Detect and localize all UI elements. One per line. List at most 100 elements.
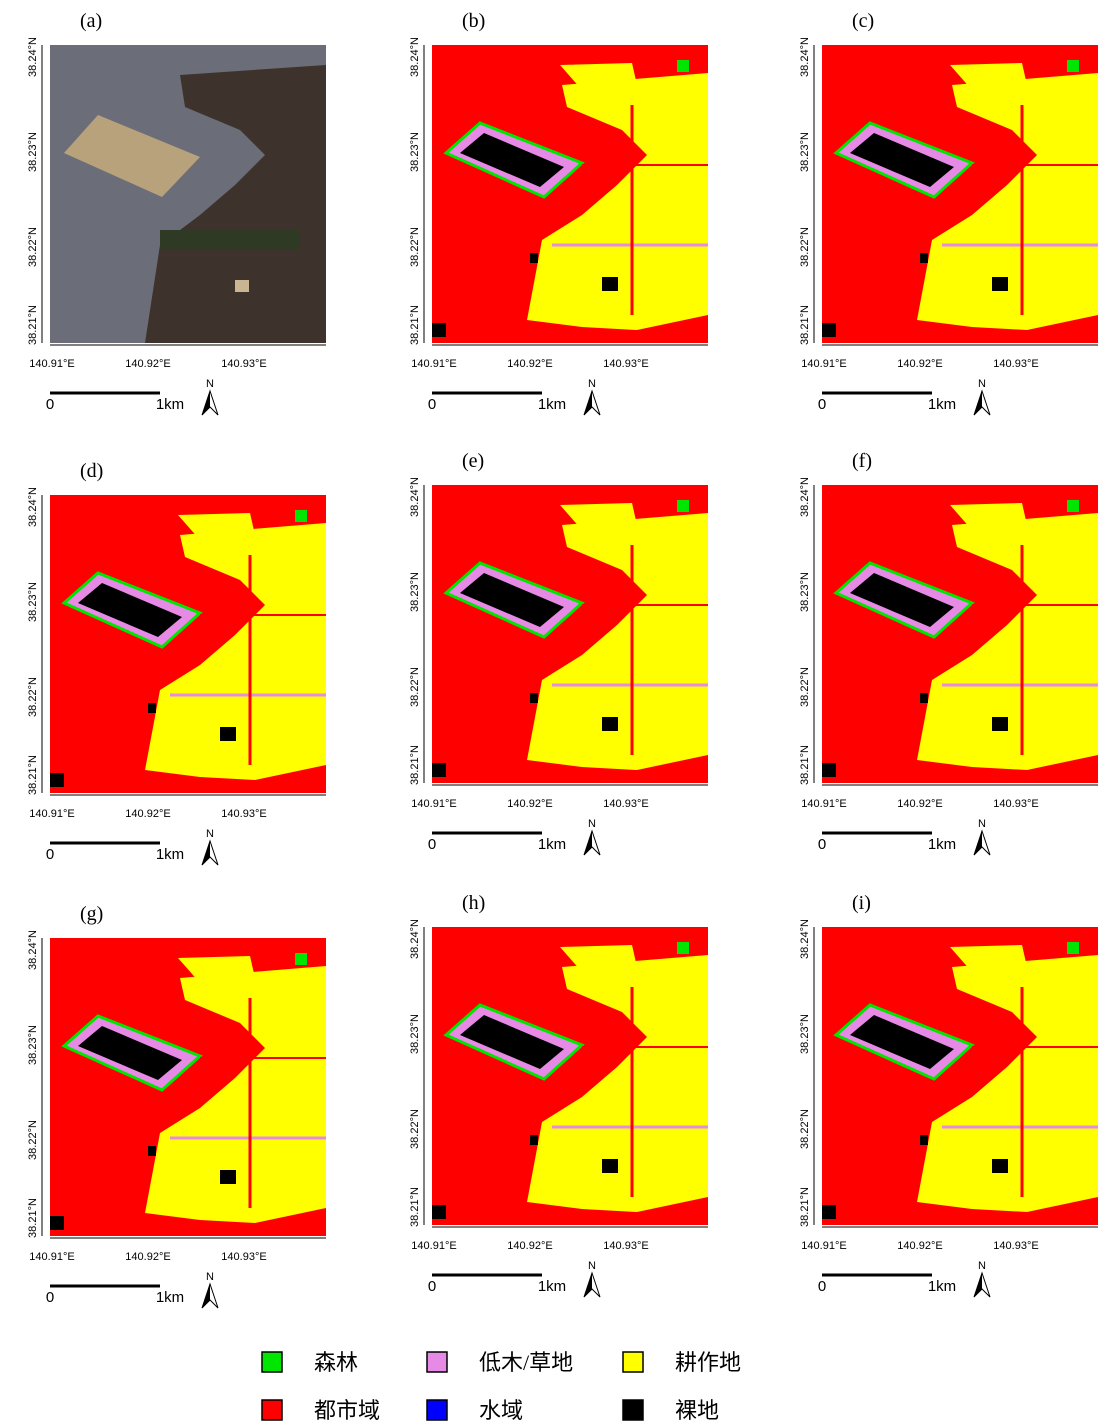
lat-tick-label: 38.21°N	[799, 745, 811, 785]
map-panel: (e) 38.21°N 38.22°N 38.23°N 38.24°N 140.91°E 1…	[409, 450, 710, 856]
north-label: N	[978, 378, 986, 390]
lon-tick-label: 140.91°E	[411, 1240, 456, 1252]
scale-start: 0	[46, 846, 54, 863]
lon-tick-label: 140.92°E	[897, 358, 942, 370]
lon-tick-label: 140.93°E	[603, 1240, 648, 1252]
lat-tick-label: 38.21°N	[27, 755, 39, 795]
lon-tick-label: 140.93°E	[993, 358, 1038, 370]
lon-tick-label: 140.93°E	[603, 358, 648, 370]
lon-tick-label: 140.93°E	[993, 1240, 1038, 1252]
scale-start: 0	[818, 396, 826, 413]
map-image	[48, 493, 328, 795]
lon-tick-label: 140.93°E	[221, 358, 266, 370]
lat-tick-label: 38.23°N	[27, 1025, 39, 1065]
panel-label: (g)	[80, 903, 103, 925]
legend-label: 水域	[479, 1398, 523, 1423]
lon-tick-label: 140.91°E	[29, 808, 74, 820]
scale-end: 1km	[538, 836, 566, 853]
map-image	[48, 936, 328, 1238]
lat-tick-label: 38.22°N	[409, 227, 421, 267]
panel-label: (i)	[852, 892, 871, 914]
scale-start: 0	[428, 396, 436, 413]
lon-tick-label: 140.91°E	[29, 358, 74, 370]
map-panel: (a) 38.21°N 38.22°N 38.23°N 38.24°N 140.91°E 1…	[27, 10, 326, 416]
north-label: N	[588, 818, 596, 830]
lat-tick-label: 38.24°N	[409, 477, 421, 517]
lat-tick-label: 38.23°N	[799, 572, 811, 612]
scale-start: 0	[46, 1289, 54, 1306]
lat-tick-label: 38.23°N	[799, 1014, 811, 1054]
scale-end: 1km	[928, 836, 956, 853]
scale-end: 1km	[538, 1278, 566, 1295]
lat-tick-label: 38.21°N	[409, 305, 421, 345]
north-label: N	[978, 1260, 986, 1272]
legend-swatch	[261, 1351, 283, 1373]
lat-tick-label: 38.23°N	[799, 132, 811, 172]
scale-end: 1km	[156, 396, 184, 413]
lat-tick-label: 38.23°N	[409, 572, 421, 612]
map-panel: (g) 38.21°N 38.22°N 38.23°N 38.24°N 140.91°E 1…	[27, 903, 328, 1309]
lon-tick-label: 140.92°E	[897, 1240, 942, 1252]
lat-tick-label: 38.23°N	[27, 582, 39, 622]
legend-swatch	[622, 1399, 644, 1421]
lat-tick-label: 38.21°N	[799, 1187, 811, 1227]
lon-tick-label: 140.93°E	[221, 808, 266, 820]
scale-start: 0	[46, 396, 54, 413]
map-image	[50, 45, 326, 343]
legend-label: 裸地	[675, 1398, 719, 1423]
map-panel: (i) 38.21°N 38.22°N 38.23°N 38.24°N 140.91°E 1…	[799, 892, 1098, 1298]
panel-label: (d)	[80, 460, 103, 482]
lat-tick-label: 38.21°N	[409, 745, 421, 785]
north-arrow-fill	[584, 1273, 592, 1297]
north-label: N	[978, 818, 986, 830]
north-arrow-fill	[202, 1284, 210, 1308]
legend-swatch	[622, 1351, 644, 1373]
scale-start: 0	[428, 1278, 436, 1295]
map-image	[820, 925, 1098, 1227]
legend-swatch	[261, 1399, 283, 1421]
lat-tick-label: 38.22°N	[409, 1109, 421, 1149]
legend-label: 森林	[314, 1350, 358, 1375]
map-panel: (f) 38.21°N 38.22°N 38.23°N 38.24°N 140.91°E 1…	[799, 450, 1098, 856]
lat-tick-label: 38.24°N	[409, 37, 421, 77]
map-image	[820, 43, 1098, 345]
lon-tick-label: 140.92°E	[125, 808, 170, 820]
north-label: N	[588, 378, 596, 390]
map-image	[430, 925, 710, 1227]
north-label: N	[206, 828, 214, 840]
lat-tick-label: 38.21°N	[409, 1187, 421, 1227]
lon-tick-label: 140.91°E	[411, 798, 456, 810]
lat-tick-label: 38.22°N	[27, 227, 39, 267]
lon-tick-label: 140.93°E	[603, 798, 648, 810]
scale-start: 0	[818, 1278, 826, 1295]
scale-end: 1km	[928, 396, 956, 413]
lat-tick-label: 38.24°N	[799, 37, 811, 77]
panel-label: (a)	[80, 10, 102, 32]
north-label: N	[206, 1271, 214, 1283]
map-panel: (c) 38.21°N 38.22°N 38.23°N 38.24°N 140.91°E 1…	[799, 10, 1098, 416]
north-arrow-fill	[974, 831, 982, 855]
scale-end: 1km	[538, 396, 566, 413]
panel-label: (c)	[852, 10, 874, 32]
panel-label: (b)	[462, 10, 485, 32]
lat-tick-label: 38.22°N	[799, 227, 811, 267]
lon-tick-label: 140.92°E	[507, 798, 552, 810]
lon-tick-label: 140.93°E	[221, 1251, 266, 1263]
lon-tick-label: 140.91°E	[801, 1240, 846, 1252]
legend-label: 都市域	[314, 1398, 380, 1423]
legend-swatch	[426, 1351, 448, 1373]
north-arrow-fill	[202, 391, 210, 415]
lat-tick-label: 38.21°N	[27, 305, 39, 345]
legend-label: 低木/草地	[479, 1350, 573, 1375]
scale-end: 1km	[156, 1289, 184, 1306]
panel-label: (f)	[852, 450, 872, 472]
lon-tick-label: 140.91°E	[801, 798, 846, 810]
map-panel: (d) 38.21°N 38.22°N 38.23°N 38.24°N 140.91°E 1…	[27, 460, 328, 866]
lon-tick-label: 140.92°E	[507, 1240, 552, 1252]
lon-tick-label: 140.93°E	[993, 798, 1038, 810]
lat-tick-label: 38.21°N	[27, 1198, 39, 1238]
scale-start: 0	[818, 836, 826, 853]
lon-tick-label: 140.91°E	[801, 358, 846, 370]
lon-tick-label: 140.92°E	[125, 358, 170, 370]
